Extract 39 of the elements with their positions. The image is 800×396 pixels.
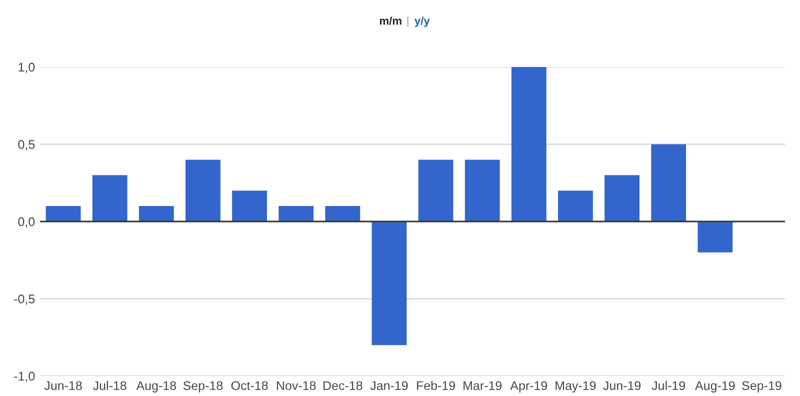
- text: m/m: [380, 16, 402, 25]
- x-tick-label: Oct-18: [231, 381, 268, 390]
- bar: [418, 160, 454, 222]
- x-tick-label: Jun-18: [44, 381, 82, 390]
- bar: [372, 222, 407, 346]
- bar: [464, 160, 500, 222]
- x-tick-label: Aug-19: [695, 381, 735, 393]
- y-tick-label: 0,5: [18, 140, 35, 150]
- bar: [604, 175, 640, 222]
- x-tick-label: Dec-18: [324, 381, 362, 390]
- bar: [278, 206, 314, 222]
- bar: [651, 144, 686, 222]
- x-tick-label: Nov-18: [276, 381, 316, 390]
- bar: [698, 222, 733, 252]
- bar: [92, 175, 128, 222]
- y-tick-label: 1,0: [18, 62, 35, 74]
- x-tick-label: Jun-19: [603, 381, 641, 390]
- text: y/y: [414, 16, 430, 27]
- x-tick-label: Apr-19: [510, 381, 548, 393]
- bar: [558, 190, 593, 222]
- y-tick-label: -0,5: [14, 294, 35, 305]
- bar: [232, 190, 267, 222]
- x-tick-label: May-19: [556, 381, 596, 393]
- x-tick-label: Jul-18: [93, 380, 126, 390]
- x-tick-label: Sep-18: [183, 381, 223, 393]
- x-tick-label: Jan-19: [370, 381, 408, 390]
- x-tick-label: Mar-19: [464, 381, 502, 390]
- bar: [46, 206, 81, 222]
- x-tick-label: Sep-19: [742, 381, 782, 393]
- bar: [138, 206, 174, 222]
- y-tick-label: -1,0: [14, 372, 35, 382]
- bar: [511, 67, 546, 222]
- bar: [325, 206, 360, 222]
- x-tick-label: Aug-18: [136, 381, 176, 393]
- bar: [186, 160, 220, 222]
- x-tick-label: Feb-19: [417, 380, 455, 390]
- x-tick-label: Jul-19: [652, 380, 686, 390]
- text: |: [407, 16, 408, 27]
- y-tick-label: 0,0: [18, 217, 35, 228]
